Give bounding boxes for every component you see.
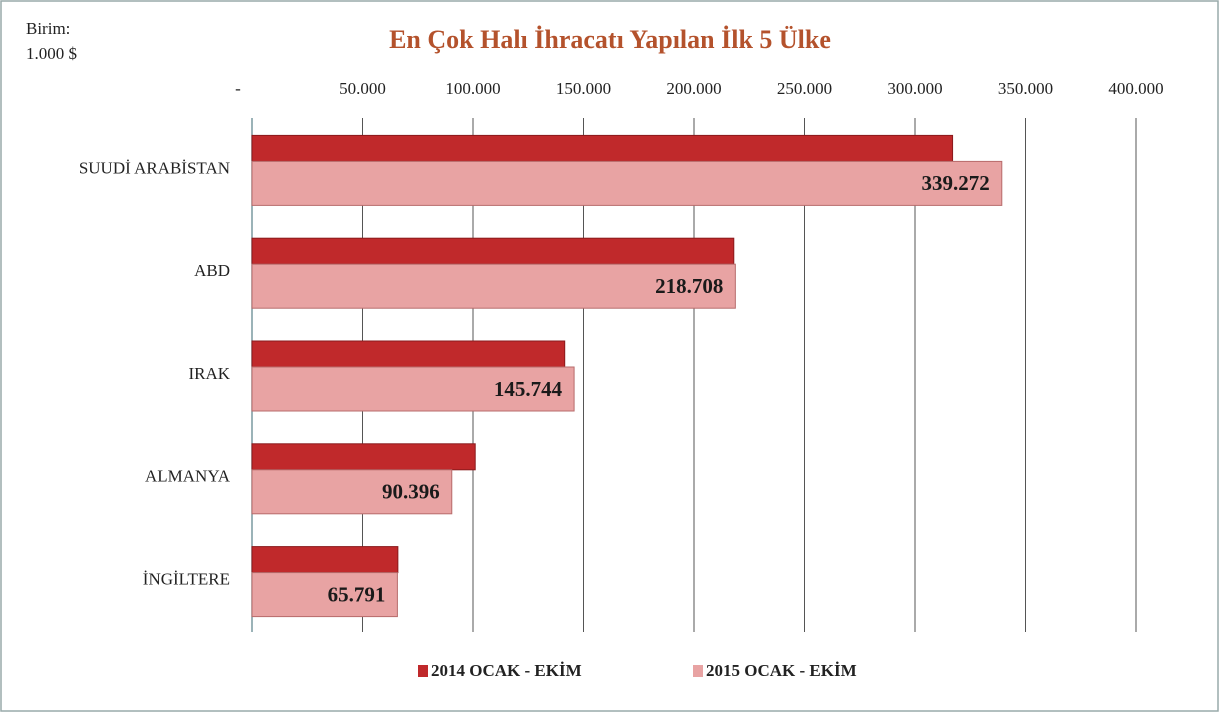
y-tick-label: ABD [194, 261, 230, 280]
bar [251, 340, 566, 368]
x-tick-label: 400.000 [1108, 79, 1163, 98]
chart-title: En Çok Halı İhracatı Yapılan İlk 5 Ülke [389, 25, 831, 54]
bar [251, 160, 1003, 206]
data-label: 339.272 [922, 171, 990, 195]
bar [251, 263, 736, 309]
y-tick-label: İNGİLTERE [143, 570, 230, 589]
data-label: 218.708 [655, 274, 723, 298]
bar [251, 237, 735, 265]
bar [251, 134, 954, 162]
x-tick-label: - [235, 79, 241, 98]
bar [251, 443, 476, 471]
x-tick-label: 300.000 [887, 79, 942, 98]
legend-swatch [418, 665, 428, 677]
x-tick-label: 350.000 [998, 79, 1053, 98]
x-tick-label: 250.000 [777, 79, 832, 98]
x-tick-label: 150.000 [556, 79, 611, 98]
data-label: 145.744 [494, 377, 563, 401]
unit-label: Birim: [26, 19, 70, 38]
y-tick-label: ALMANYA [145, 467, 231, 486]
y-tick-label: IRAK [188, 364, 230, 383]
data-label: 65.791 [328, 582, 386, 606]
y-tick-label: SUUDİ ARABİSTAN [79, 158, 230, 177]
unit-label: 1.000 $ [26, 44, 77, 63]
bar [251, 572, 398, 618]
legend-label: 2014 OCAK - EKİM [431, 661, 582, 680]
x-tick-label: 100.000 [445, 79, 500, 98]
x-tick-label: 200.000 [666, 79, 721, 98]
legend-swatch [693, 665, 703, 677]
x-tick-label: 50.000 [339, 79, 386, 98]
bar [251, 366, 575, 412]
bar [251, 469, 453, 515]
legend-label: 2015 OCAK - EKİM [706, 661, 857, 680]
data-label: 90.396 [382, 480, 440, 504]
bar [251, 546, 399, 574]
